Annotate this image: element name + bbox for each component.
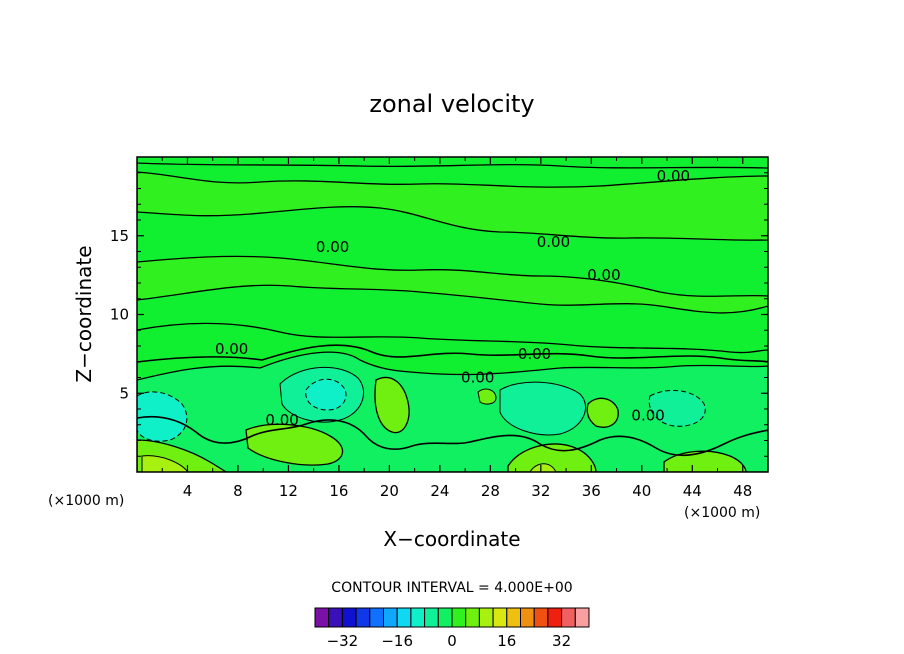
contour-field xyxy=(137,157,768,472)
colorbar-swatch xyxy=(492,607,508,628)
colorbar-swatch xyxy=(520,607,535,628)
colorbar-swatch xyxy=(410,607,426,628)
colorbar-swatch xyxy=(506,607,521,628)
colorbar-tick-label: 16 xyxy=(497,632,516,650)
contour-region-lower-boundary xyxy=(137,322,768,354)
contour-region-yellow-center xyxy=(374,376,410,434)
colorbar-tick-label: 32 xyxy=(552,632,571,650)
contour-label: 0.00 xyxy=(215,340,248,358)
y-axis: 5 10 15 xyxy=(110,172,768,457)
x-tick-label: 28 xyxy=(481,482,500,500)
zero-contour-2 xyxy=(137,415,768,457)
x-tick-label: 32 xyxy=(531,482,550,500)
contour-region-upper-top xyxy=(137,162,768,169)
contour-region-cyan-far-right xyxy=(648,390,706,427)
contour-label: 0.00 xyxy=(657,167,690,185)
x-tick-label: 40 xyxy=(632,482,651,500)
contour-region-yellow-small xyxy=(477,388,497,405)
contour-region-cyan-center-core xyxy=(305,378,347,411)
colorbar-swatch xyxy=(465,607,480,628)
y-tick-label: 5 xyxy=(119,384,129,402)
colorbar-swatch xyxy=(574,607,590,628)
x-tick-label: 24 xyxy=(430,482,449,500)
contour-label: 0.00 xyxy=(461,369,494,387)
x-tick-label: 36 xyxy=(582,482,601,500)
colorbar-tick-label: −32 xyxy=(327,632,359,650)
contour-label: 0.00 xyxy=(265,411,298,429)
x-tick-label: 20 xyxy=(380,482,399,500)
contour-label: 0.00 xyxy=(587,266,620,284)
contour-region-cyan-left xyxy=(137,391,188,442)
colorbar-swatch xyxy=(561,607,576,628)
contour-region-middle xyxy=(137,255,768,314)
colorbar-tick-label: −16 xyxy=(381,632,413,650)
colorbar-swatch xyxy=(396,607,412,628)
contour-label: 0.00 xyxy=(631,406,664,424)
x-tick-label: 44 xyxy=(683,482,702,500)
colorbar xyxy=(314,607,590,628)
x-tick-label: 4 xyxy=(183,482,193,500)
x-axis-label: X−coordinate xyxy=(383,527,520,551)
colorbar-swatch xyxy=(437,607,453,628)
x-tick-label: 48 xyxy=(733,482,752,500)
x-unit-left: (×1000 m) xyxy=(48,493,124,509)
colorbar-swatch xyxy=(451,607,467,628)
colorbar-swatch xyxy=(369,607,384,628)
colorbar-swatch xyxy=(328,607,343,628)
colorbar-ticks: −32 −16 0 16 32 xyxy=(327,632,572,650)
contour-region-upper xyxy=(137,171,768,241)
colorbar-swatch xyxy=(547,607,563,628)
contour-interval-text: CONTOUR INTERVAL = 4.000E+00 xyxy=(331,580,572,596)
colorbar-swatch xyxy=(478,607,494,628)
y-axis-label: Z−coordinate xyxy=(72,245,96,382)
contour-region-yellow-far-right xyxy=(663,450,747,472)
colorbar-swatch xyxy=(355,607,371,628)
x-tick-label: 16 xyxy=(329,482,348,500)
contour-region-yellow-right xyxy=(507,443,597,472)
y-tick-label: 10 xyxy=(110,306,129,324)
colorbar-swatch xyxy=(314,607,330,628)
colorbar-swatch xyxy=(533,607,549,628)
colorbar-swatch xyxy=(424,607,439,628)
contour-region-yellow-bottom-left-core xyxy=(141,455,189,472)
x-tick-label: 12 xyxy=(279,482,298,500)
contour-label: 0.00 xyxy=(518,345,551,363)
contour-region-yellow-right-top xyxy=(586,397,619,428)
contour-label: 0.00 xyxy=(316,238,349,256)
x-axis: 4 8 12 16 20 24 28 32 36 40 44 48 xyxy=(161,157,752,500)
contour-region-yellow-mid xyxy=(245,423,344,466)
chart-title: zonal velocity xyxy=(369,90,534,118)
x-tick-label: 8 xyxy=(233,482,243,500)
colorbar-tick-label: 0 xyxy=(447,632,457,650)
contour-label: 0.00 xyxy=(537,233,570,251)
y-tick-label: 15 xyxy=(110,227,129,245)
contour-region-cyan-right xyxy=(499,381,586,436)
contour-labels: 0.00 0.00 0.00 0.00 0.00 0.00 0.00 0.00 0.00 xyxy=(215,167,690,429)
zero-contour-1 xyxy=(137,344,768,363)
colorbar-swatch xyxy=(341,607,357,628)
x-unit-right: (×1000 m) xyxy=(684,505,760,521)
colorbar-swatch xyxy=(383,607,398,628)
